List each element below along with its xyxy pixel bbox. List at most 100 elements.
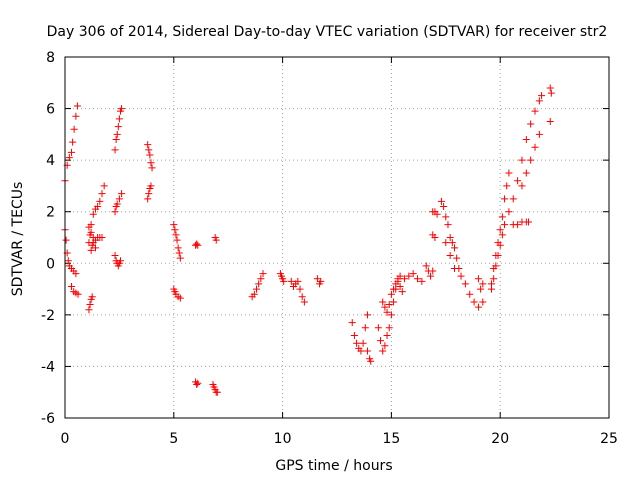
data-point	[363, 311, 371, 319]
data-point	[418, 277, 426, 285]
data-point	[429, 267, 437, 275]
data-point	[147, 159, 155, 167]
data-point	[116, 257, 124, 265]
data-point	[522, 136, 530, 144]
data-point	[477, 285, 485, 293]
data-point	[111, 252, 119, 260]
y-tick-label: 4	[46, 153, 55, 169]
data-point	[65, 154, 73, 162]
data-point	[501, 195, 509, 203]
data-point	[367, 357, 375, 365]
data-point	[87, 228, 95, 236]
data-point	[252, 285, 260, 293]
data-point	[294, 277, 302, 285]
data-segment	[111, 252, 124, 270]
data-point	[390, 285, 398, 293]
data-point	[374, 324, 382, 332]
data-point	[171, 226, 179, 234]
data-point	[431, 234, 439, 241]
data-point	[524, 218, 532, 226]
x-tick-label: 20	[491, 431, 509, 447]
data-point	[474, 303, 482, 311]
data-point	[379, 347, 387, 355]
data-point	[531, 143, 539, 151]
data-point	[527, 156, 535, 164]
data-point	[280, 277, 288, 285]
data-segment	[68, 282, 82, 298]
data-point	[145, 190, 153, 198]
data-point	[514, 177, 522, 185]
data-point	[527, 120, 535, 128]
y-tick-label: -2	[41, 308, 55, 324]
data-point	[396, 282, 404, 290]
data-point	[94, 203, 102, 211]
data-point	[193, 240, 201, 248]
data-segment	[87, 239, 99, 254]
data-point	[350, 331, 358, 339]
data-segment	[85, 182, 108, 247]
data-point	[287, 277, 295, 285]
data-segment	[422, 262, 437, 280]
data-segment	[287, 277, 308, 306]
data-point	[400, 275, 408, 283]
data-point	[300, 298, 308, 306]
plot-frame	[64, 56, 610, 419]
data-point	[144, 195, 152, 203]
data-point	[496, 226, 504, 234]
data-point	[387, 311, 395, 319]
data-point	[118, 190, 126, 198]
data-segment	[211, 234, 220, 244]
data-point	[144, 141, 152, 149]
data-segment	[374, 272, 404, 355]
data-point	[546, 84, 554, 92]
data-point	[396, 272, 404, 280]
data-point	[111, 208, 119, 216]
data-point	[390, 298, 398, 306]
data-segment	[85, 223, 106, 244]
data-segment	[209, 380, 221, 396]
data-point	[457, 272, 465, 280]
data-point	[398, 288, 406, 296]
data-point	[86, 301, 94, 309]
data-point	[487, 285, 495, 293]
data-point	[88, 293, 96, 301]
data-point	[73, 102, 81, 110]
data-segment	[437, 197, 463, 272]
data-point	[213, 388, 221, 396]
data-point	[433, 210, 441, 218]
data-segment	[487, 92, 546, 293]
data-point	[446, 252, 454, 260]
data-point	[317, 277, 325, 285]
data-point	[492, 262, 500, 270]
data-point	[453, 254, 461, 262]
data-point	[446, 234, 454, 241]
data-point	[298, 293, 306, 301]
data-segment	[248, 270, 267, 301]
y-tick-label: 2	[46, 205, 55, 221]
data-point	[359, 339, 367, 347]
data-segment	[144, 182, 155, 203]
data-point	[68, 148, 76, 156]
data-point	[250, 290, 258, 298]
data-point	[147, 182, 155, 190]
x-tick-label: 5	[169, 431, 178, 447]
data-point	[427, 272, 435, 280]
data-segment	[144, 141, 156, 172]
data-point	[194, 241, 202, 249]
data-point	[538, 92, 546, 100]
y-tick-label: -6	[41, 411, 55, 427]
data-point	[212, 236, 220, 244]
data-point	[501, 221, 509, 229]
data-point	[546, 117, 554, 125]
data-point	[257, 275, 265, 283]
y-axis-label: SDTVAR / TECUs	[10, 182, 26, 297]
data-point	[363, 347, 371, 355]
data-point	[348, 319, 356, 327]
data-point	[112, 136, 120, 144]
data-segment	[192, 240, 202, 249]
data-segment	[61, 102, 81, 185]
data-point	[174, 244, 182, 252]
